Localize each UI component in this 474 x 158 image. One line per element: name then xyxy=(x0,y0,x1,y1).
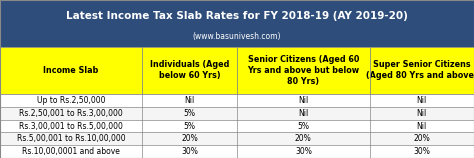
Text: 20%: 20% xyxy=(413,134,430,143)
Text: Latest Income Tax Slab Rates for FY 2018-19 (AY 2019-20): Latest Income Tax Slab Rates for FY 2018… xyxy=(66,11,408,21)
Text: 5%: 5% xyxy=(183,122,196,131)
Text: 5%: 5% xyxy=(297,122,310,131)
Text: 30%: 30% xyxy=(295,147,312,156)
Text: Income Slab: Income Slab xyxy=(44,66,99,75)
Text: 30%: 30% xyxy=(181,147,198,156)
Text: Rs.5,00,001 to Rs.10,00,000: Rs.5,00,001 to Rs.10,00,000 xyxy=(17,134,126,143)
Text: Rs.3,00,001 to Rs.5,00,000: Rs.3,00,001 to Rs.5,00,000 xyxy=(19,122,123,131)
Text: Nil: Nil xyxy=(298,109,309,118)
FancyBboxPatch shape xyxy=(0,47,474,94)
Text: Nil: Nil xyxy=(298,96,309,105)
Text: 20%: 20% xyxy=(181,134,198,143)
Text: 5%: 5% xyxy=(183,109,196,118)
Text: 20%: 20% xyxy=(295,134,312,143)
FancyBboxPatch shape xyxy=(0,0,474,47)
Text: (www.basunivesh.com): (www.basunivesh.com) xyxy=(193,32,281,41)
FancyBboxPatch shape xyxy=(0,120,474,132)
Text: Individuals (Aged
below 60 Yrs): Individuals (Aged below 60 Yrs) xyxy=(150,60,229,80)
Text: Up to Rs.2,50,000: Up to Rs.2,50,000 xyxy=(37,96,105,105)
Text: Super Senior Citizens
(Aged 80 Yrs and above): Super Senior Citizens (Aged 80 Yrs and a… xyxy=(366,60,474,80)
FancyBboxPatch shape xyxy=(0,94,474,107)
Text: Rs.2,50,001 to Rs.3,00,000: Rs.2,50,001 to Rs.3,00,000 xyxy=(19,109,123,118)
Text: Nil: Nil xyxy=(417,109,427,118)
Text: Nil: Nil xyxy=(417,122,427,131)
FancyBboxPatch shape xyxy=(0,107,474,120)
Text: 30%: 30% xyxy=(413,147,430,156)
Text: Senior Citizens (Aged 60
Yrs and above but below
80 Yrs): Senior Citizens (Aged 60 Yrs and above b… xyxy=(247,55,359,86)
FancyBboxPatch shape xyxy=(0,145,474,158)
Text: Nil: Nil xyxy=(417,96,427,105)
Text: Nil: Nil xyxy=(184,96,195,105)
FancyBboxPatch shape xyxy=(0,132,474,145)
Text: Rs.10,00,0001 and above: Rs.10,00,0001 and above xyxy=(22,147,120,156)
